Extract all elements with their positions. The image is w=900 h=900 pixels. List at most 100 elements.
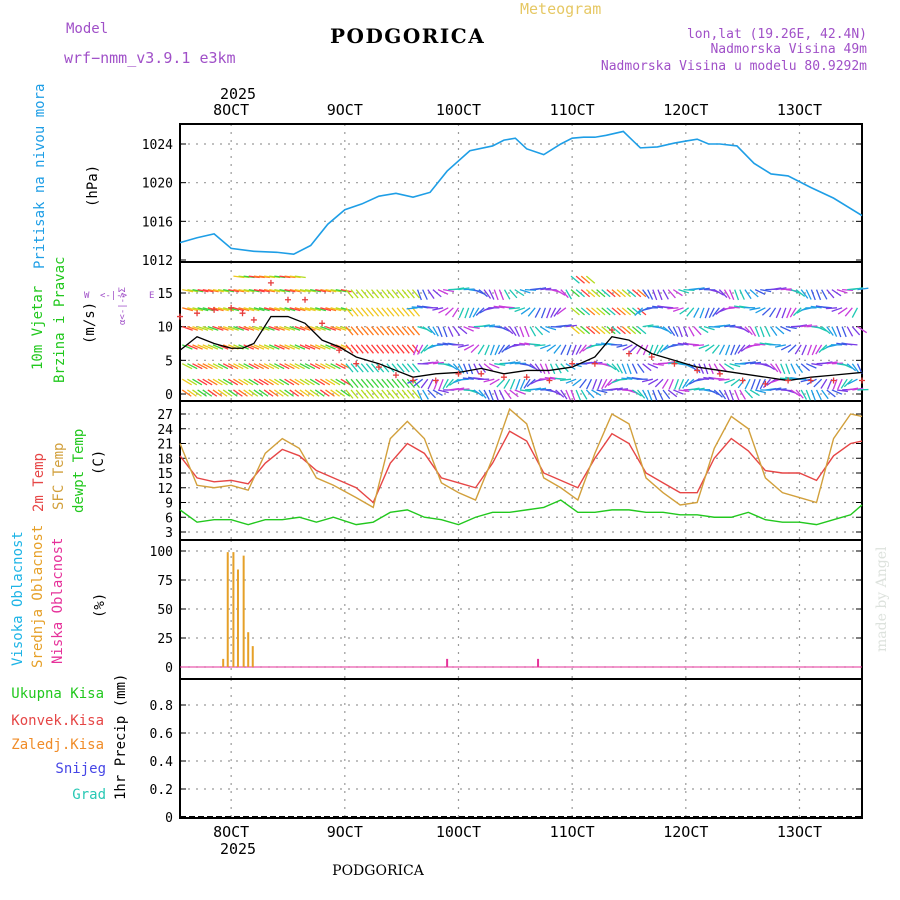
wind-arrow <box>335 288 347 293</box>
wind-arrow <box>606 363 617 371</box>
wind-arrow <box>787 344 797 353</box>
footer-station: PODGORICA <box>332 863 425 879</box>
wind-arrow <box>391 389 400 399</box>
wind-arrow <box>852 387 864 391</box>
wind-arrow <box>611 307 621 316</box>
wind-arrow <box>371 344 380 354</box>
wind-arrow <box>238 344 249 350</box>
wind-arrow <box>601 307 611 316</box>
wind-arrow <box>269 307 281 312</box>
wind-arrow <box>340 378 351 386</box>
wind-arrow <box>284 389 294 397</box>
wind-arrow <box>795 363 804 374</box>
wind-arrow <box>785 326 797 330</box>
wind-arrow <box>274 344 285 350</box>
wind-arrow <box>785 363 791 375</box>
wind-arrow <box>222 363 234 370</box>
wind-arrow <box>438 378 444 390</box>
wind-arrow <box>526 378 536 388</box>
wind-arrow <box>811 363 823 366</box>
wind-arrow <box>365 363 374 373</box>
wind-arrow <box>279 307 291 312</box>
top-tick-label: 9OCT <box>327 101 363 119</box>
wind-arrow <box>648 344 654 356</box>
wind-arrow <box>381 289 390 299</box>
wind-arrow <box>498 389 505 401</box>
wind-arrow <box>800 289 809 299</box>
wind-gust-marker <box>194 310 201 317</box>
bottom-tick-labels: 8OCT 9OCT 10OCT 11OCT 12OCT 13OCT <box>213 823 822 841</box>
wind-arrow <box>320 389 330 397</box>
wind-arrow <box>304 378 315 386</box>
wind-arrow <box>320 363 331 370</box>
wind-gust-marker <box>250 316 257 323</box>
wind-arrow <box>396 307 405 317</box>
wind-arrow <box>529 326 537 337</box>
wind-arrow <box>314 378 326 386</box>
wind-arrow <box>570 307 580 316</box>
wind-arrow <box>253 389 264 397</box>
wind-arrow <box>350 326 359 336</box>
wind-arrow <box>652 289 658 301</box>
pressure-title: Pritisak na nivou mora <box>32 84 48 269</box>
wind-arrow <box>509 378 516 390</box>
y-tick-label: 0.2 <box>150 783 173 798</box>
wind-arrow <box>401 389 410 399</box>
wind-arrow <box>401 363 410 373</box>
wind-arrow <box>662 389 671 400</box>
wind-arrow <box>472 307 480 318</box>
wind-arrow <box>371 289 380 299</box>
compass-n-s: α<-|->Σ <box>118 287 128 325</box>
wind-arrow <box>590 344 602 347</box>
wind-arrow <box>795 289 806 297</box>
wind-arrow <box>381 326 390 336</box>
wind-arrow <box>846 343 858 346</box>
wind-arrow <box>233 363 244 370</box>
wind-arrow <box>591 289 601 298</box>
wind-arrow <box>263 344 275 350</box>
wind-arrow <box>724 378 735 384</box>
wind-arrow <box>509 361 521 365</box>
wind-arrow <box>386 378 395 389</box>
wind-arrow <box>289 363 300 370</box>
wind-arrow <box>693 387 705 391</box>
wind-arrow <box>202 344 214 350</box>
wind-arrow <box>294 326 306 331</box>
wind-arrow <box>693 326 702 336</box>
wind-arrow <box>723 307 735 310</box>
wind-arrow <box>765 363 776 371</box>
wind-arrow <box>233 389 243 397</box>
bottom-tick-label: 12OCT <box>663 823 708 841</box>
wind-arrow <box>723 389 730 401</box>
wind-arrow <box>248 378 259 386</box>
wind-arrow <box>631 363 638 374</box>
wind-arrow <box>304 288 316 293</box>
wind-arrow <box>263 389 274 397</box>
wind-arrow <box>679 307 690 315</box>
y-tick-label: 0.6 <box>150 727 173 742</box>
wind-arrow <box>744 326 753 336</box>
wind-arrow <box>432 389 443 396</box>
wind-arrow <box>601 378 608 390</box>
wind-arrow <box>699 307 705 319</box>
wind-arrow <box>626 326 637 335</box>
wind-arrow <box>749 326 757 337</box>
wind-arrow <box>279 378 290 386</box>
wind-arrow <box>401 344 410 354</box>
wind-arrow <box>499 326 510 332</box>
wind-arrow <box>775 326 785 335</box>
wind-arrow <box>825 307 838 310</box>
wind-gust-marker <box>671 360 678 367</box>
wind-arrow <box>386 326 395 336</box>
wind-gust-marker <box>239 310 246 317</box>
wind-arrow <box>826 326 834 336</box>
wind-arrow <box>406 326 415 336</box>
wind-gust-marker <box>546 377 553 384</box>
wind-arrow <box>815 389 822 401</box>
wind-arrow <box>360 378 369 389</box>
wind-arrow <box>642 324 654 328</box>
wind-arrow <box>187 378 198 386</box>
wind-gust-marker <box>625 350 632 357</box>
wind-unit: (m/s) <box>82 302 98 344</box>
wind-arrow <box>539 363 546 374</box>
